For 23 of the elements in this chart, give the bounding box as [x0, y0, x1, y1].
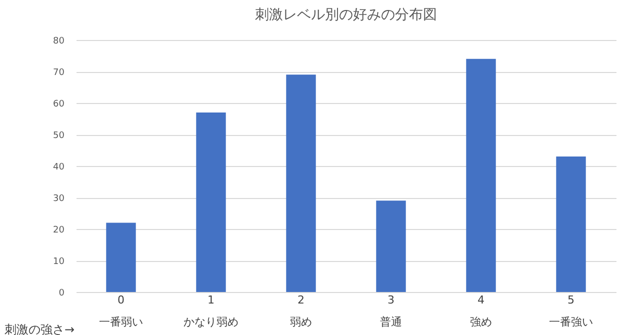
x-axis-title: 刺激の強さ→	[4, 322, 75, 335]
y-tick-label: 40	[53, 162, 65, 172]
x-tick-label: 1 かなり弱め	[184, 294, 238, 328]
bar	[466, 58, 496, 292]
y-tick-label: 70	[53, 68, 65, 78]
bar	[376, 200, 406, 292]
y-tick-label: 10	[53, 257, 65, 267]
bar	[106, 222, 136, 292]
x-tick-label: 4 強め	[470, 294, 492, 328]
chart-title: 刺激レベル別の好みの分布図	[255, 7, 437, 23]
x-tick-label: 3 普通	[380, 294, 402, 328]
x-tick-label: 2 弱め	[290, 294, 312, 328]
y-tick-label: 30	[53, 194, 65, 204]
y-tick-label: 80	[53, 36, 65, 46]
y-tick-label: 50	[53, 131, 65, 141]
y-tick-label: 60	[53, 100, 65, 110]
x-tick-label: 0 一番弱い	[99, 294, 143, 328]
y-tick-label: 0	[58, 288, 65, 298]
bar	[556, 156, 586, 292]
x-tick-label: 5 一番強い	[549, 294, 593, 328]
bar	[196, 112, 226, 292]
bar	[286, 74, 316, 292]
y-tick-label: 20	[53, 226, 65, 236]
